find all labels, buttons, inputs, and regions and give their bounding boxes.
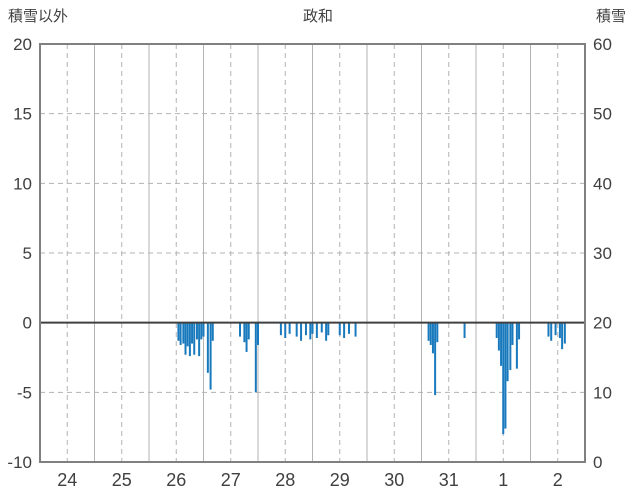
- bar: [279, 322, 282, 336]
- bar: [431, 322, 434, 354]
- bar: [506, 322, 509, 382]
- bar: [209, 322, 212, 390]
- bar: [511, 322, 514, 345]
- bar: [518, 322, 521, 340]
- bar: [193, 322, 196, 355]
- bar: [348, 322, 351, 334]
- chart-title: 政和: [302, 8, 333, 25]
- y-tick-label-left: 5: [23, 244, 32, 263]
- bar: [497, 322, 500, 351]
- y-tick-label-right: 20: [593, 314, 612, 333]
- x-tick-label: 27: [221, 470, 241, 490]
- bar: [563, 322, 566, 344]
- bar: [245, 322, 248, 352]
- bar: [188, 322, 191, 357]
- bar: [200, 322, 203, 340]
- y-tick-label-left: 15: [13, 105, 32, 124]
- y-tick-label-left: -5: [17, 383, 32, 402]
- gridlines: [40, 44, 585, 462]
- bar: [202, 322, 205, 337]
- x-axis-ticks: 24 25 26 27 28 29 30 31 1 2: [57, 470, 563, 490]
- x-tick-label: 1: [498, 470, 508, 490]
- right-axis-title: 積雪: [595, 8, 626, 25]
- y-axis-ticks-right: 60 50 40 30 20 10 0: [593, 35, 612, 472]
- x-tick-label: 2: [553, 470, 563, 490]
- bar: [515, 322, 518, 369]
- bar: [547, 322, 550, 337]
- y-axis-ticks-left: 20 15 10 5 0 -5 -10: [7, 35, 32, 472]
- bar: [495, 322, 498, 338]
- x-tick-label: 28: [275, 470, 295, 490]
- bar: [179, 322, 182, 345]
- bars: [177, 322, 566, 435]
- bar: [186, 322, 189, 347]
- bar: [191, 322, 194, 344]
- x-tick-label: 29: [330, 470, 350, 490]
- left-axis-title: 積雪以外: [8, 8, 69, 25]
- bar: [288, 322, 291, 334]
- y-tick-label-left: 10: [13, 174, 32, 193]
- bar: [427, 322, 430, 341]
- bar: [558, 322, 561, 338]
- y-tick-label-right: 50: [593, 105, 612, 124]
- bar: [436, 322, 439, 343]
- bar: [327, 322, 330, 336]
- bar: [247, 322, 250, 340]
- plot-border: [39, 43, 586, 463]
- y-tick-label-left: 20: [13, 35, 32, 54]
- bar: [550, 322, 553, 341]
- bar: [304, 322, 307, 336]
- bar: [284, 322, 287, 338]
- bar: [257, 322, 259, 345]
- bar: [315, 322, 318, 338]
- x-tick-label: 24: [57, 470, 77, 490]
- bar: [184, 322, 187, 355]
- bar: [320, 322, 323, 333]
- y-tick-label-left: -10: [7, 453, 32, 472]
- bar: [504, 322, 507, 429]
- bar: [182, 322, 185, 344]
- bar: [309, 322, 312, 340]
- y-tick-label-left: 0: [23, 314, 32, 333]
- bar: [254, 322, 257, 393]
- bar: [561, 322, 564, 350]
- bar: [509, 322, 512, 371]
- x-tick-label: 30: [384, 470, 404, 490]
- bar: [177, 322, 180, 341]
- bar: [429, 322, 432, 345]
- bar: [195, 322, 198, 340]
- y-tick-label-right: 60: [593, 35, 612, 54]
- bar: [554, 322, 557, 336]
- bar: [300, 322, 303, 341]
- bar: [325, 322, 328, 341]
- bar: [502, 322, 505, 435]
- x-tick-label: 25: [112, 470, 132, 490]
- bar: [463, 322, 466, 338]
- bar: [434, 322, 437, 396]
- y-tick-label-right: 40: [593, 174, 612, 193]
- bar: [343, 322, 346, 338]
- bar: [295, 322, 298, 337]
- bar: [243, 322, 246, 343]
- bar: [338, 322, 341, 336]
- bar: [500, 322, 503, 366]
- bar: [311, 322, 314, 334]
- x-tick-label: 26: [166, 470, 186, 490]
- bar: [239, 322, 242, 337]
- x-tick-label: 31: [439, 470, 459, 490]
- y-tick-label-right: 30: [593, 244, 612, 263]
- bar: [354, 322, 357, 337]
- bar: [211, 322, 214, 341]
- bar: [198, 322, 201, 357]
- bar: [206, 322, 209, 373]
- y-tick-label-right: 10: [593, 383, 612, 402]
- y-tick-label-right: 0: [593, 453, 602, 472]
